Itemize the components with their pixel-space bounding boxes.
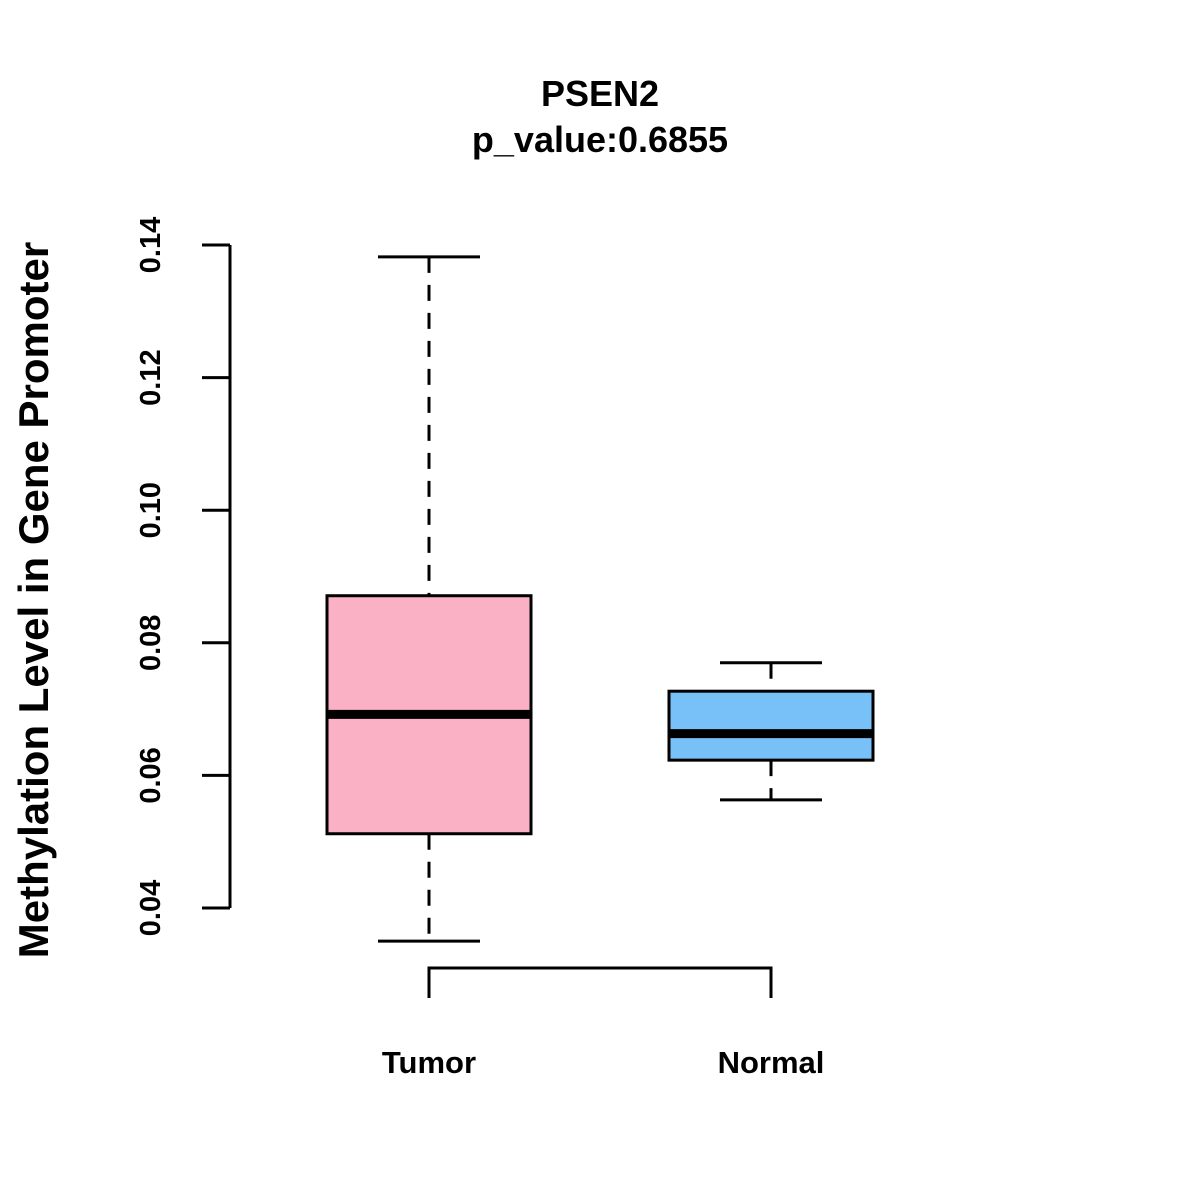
iqr-box [667,689,875,762]
chart-subtitle: p_value:0.6855 [472,119,728,160]
x-category-label: Tumor [382,1045,476,1080]
box-normal [667,661,875,802]
comparison-bracket [427,966,773,998]
y-tick-label: 0.08 [135,615,167,671]
bracket-line [427,966,773,998]
chart-title: PSEN2 [541,73,659,114]
y-tick-label: 0.10 [135,482,167,538]
x-axis-labels: Tumor Normal [382,1045,824,1080]
y-tick-label: 0.14 [135,217,167,273]
boxes-group [325,255,875,943]
y-tick-label: 0.06 [135,747,167,803]
box-tumor [325,255,533,943]
x-category-label: Normal [718,1045,825,1080]
y-tick-label: 0.04 [135,880,167,936]
y-tick-label: 0.12 [135,349,167,405]
y-axis-label: Methylation Level in Gene Promoter [10,242,57,958]
y-axis: 0.04 0.06 0.08 0.10 0.12 0.14 [135,217,232,936]
